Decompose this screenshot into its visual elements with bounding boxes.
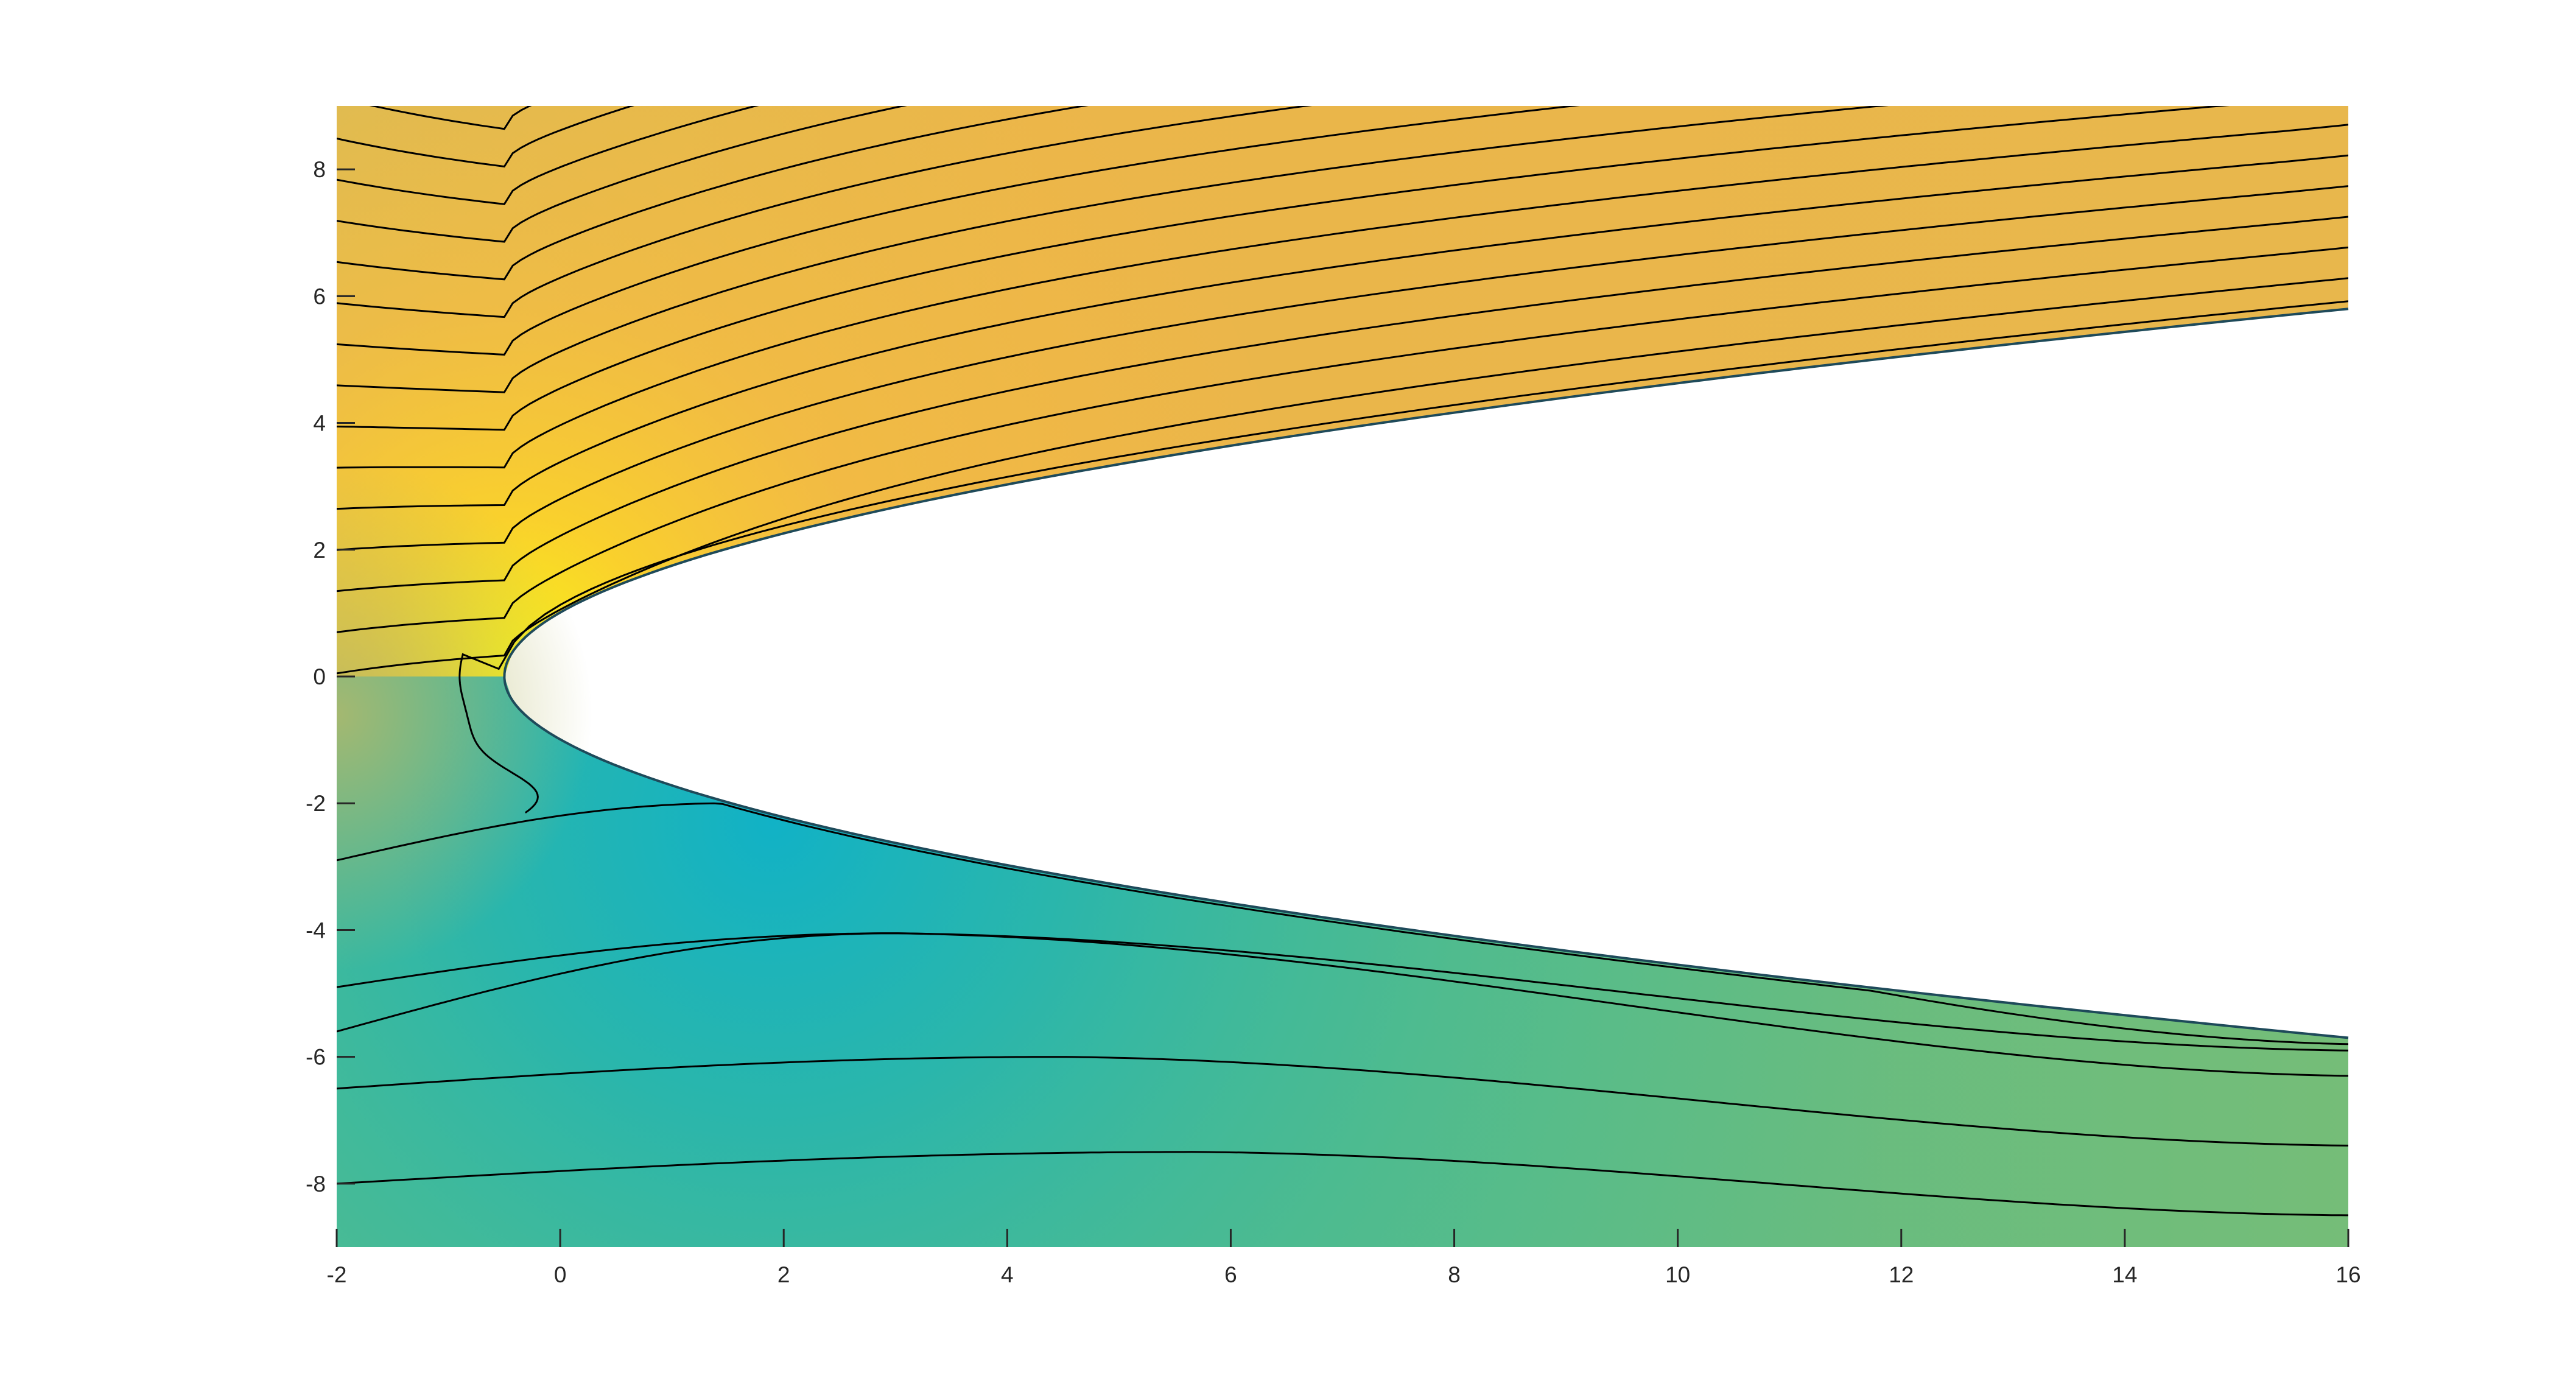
x-tick-label: -2 [327,1262,347,1287]
y-tick-label: 0 [313,664,326,689]
y-tick-label: -2 [306,791,326,816]
streamline-upper [337,246,2348,633]
x-tick-label: 8 [1448,1262,1461,1287]
y-tick-label: 4 [313,411,326,436]
streamline-upper [337,106,1089,281]
streamline-lower [337,932,2348,1052]
streamline-lower [337,802,2348,1045]
streamlines [337,0,2348,1217]
x-tick-label: 0 [554,1262,567,1287]
y-tick-label: -8 [306,1172,326,1196]
streamline-upper [337,106,1581,356]
x-tick-label: 6 [1224,1262,1237,1287]
y-tick-label: -4 [306,918,326,943]
streamline-upper [337,0,2348,91]
streamline-dividing [458,300,2348,814]
streamline-upper [337,106,759,205]
streamline-upper [337,185,2348,551]
x-tick-label: 4 [1001,1262,1014,1287]
streamline-upper [337,124,2348,469]
left-blend-zone [337,106,2348,1247]
streamline-lower [337,1151,2348,1217]
obstacle-boundary [503,307,2349,1039]
y-tick-label: -6 [306,1045,326,1070]
streamline-upper [337,106,2230,431]
x-tick-label: 12 [1889,1262,1914,1287]
x-axis: -2 0 2 4 6 8 10 12 14 16 [327,1229,2361,1287]
streamline-upper [337,106,1889,393]
y-tick-label: 8 [313,157,326,182]
y-axis: -8 -6 -4 -2 0 2 4 6 8 [306,157,355,1196]
x-tick-label: 10 [1665,1262,1690,1287]
streamline-lower [337,1056,2348,1147]
streamline-upper [337,216,2348,592]
y-tick-label: 2 [313,538,326,563]
x-tick-label: 2 [777,1262,790,1287]
streamline-upper [337,106,907,243]
streamline-lower [337,932,2348,1077]
x-tick-label: 14 [2112,1262,2137,1287]
streamline-upper [337,154,2348,510]
x-tick-label: 16 [2336,1262,2360,1287]
streamline-upper [337,0,2348,54]
y-tick-label: 6 [313,284,326,309]
streamline-upper [337,106,1313,318]
